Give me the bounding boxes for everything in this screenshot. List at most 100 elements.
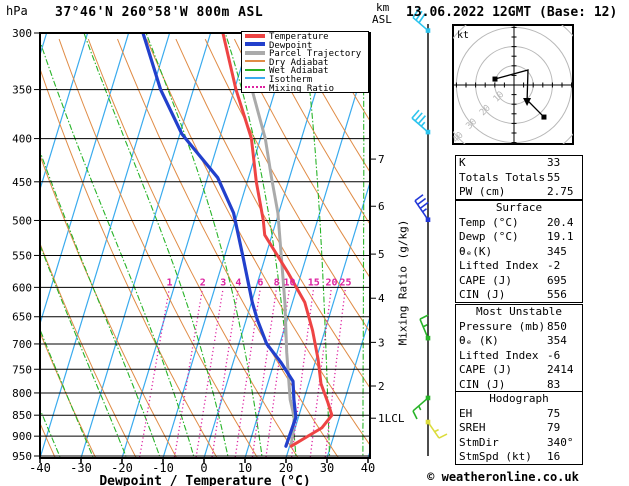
stat-label: StmSpd (kt) [459,450,532,463]
stat-value: 850 [547,319,567,333]
pressure-tick-label: 400 [12,133,32,146]
mixing-ratio-line [211,289,239,458]
altitude-tick-label: 2 [378,380,385,393]
isotherm-line [121,33,253,458]
plot-background-lines [0,33,370,475]
pressure-tick-label: 750 [12,363,32,376]
wet-adiabat-line [40,243,128,458]
stat-row: CAPE (J) 2414 [456,363,582,378]
dry-adiabat-line [175,38,370,389]
stat-value: -2 [547,259,561,272]
legend-label: Parcel Trajectory [269,49,362,60]
stat-value: 19.1 [547,230,574,243]
dry-adiabat-line [233,38,370,279]
stat-value: 33 [547,156,561,169]
dry-adiabat-line [204,38,370,333]
stat-row: θₑ (K) 354 [456,334,582,349]
temperature-tick-label: 40 [361,461,375,475]
mixing-ratio-value: 2 [200,277,206,288]
stat-row: StmSpd (kt) 16 [456,450,582,465]
wet-adiabat-line [40,150,161,458]
pressure-tick-label: 300 [12,27,32,40]
temperature-tick-label: -30 [70,461,92,475]
wet-adiabat-line [0,33,2,475]
mixing-ratio-axis-label: Mixing Ratio (g/kg) [396,219,410,346]
stat-row: Dewp (°C) 19.1 [456,230,582,245]
legend-label: Dry Adiabat [269,57,329,68]
stat-value: 16 [547,450,561,463]
table-section-title: Most Unstable [475,305,563,318]
altitude-axis-unit: km ASL [372,2,392,26]
stat-label: θₑ(K) [459,244,493,258]
mixing-ratio-value: 6 [257,277,263,288]
stat-value: 340° [547,435,574,449]
legend-item: Dewpoint [245,40,368,51]
pressure-tick-label: 700 [12,338,32,351]
dry-adiabat-line [58,38,259,458]
mixing-ratio-line [138,289,170,458]
dry-adiabat-line [263,38,370,226]
stat-value: 345 [547,244,567,258]
isotherm-line [40,33,171,458]
hodograph-unit-label: kt [457,30,469,41]
pressure-tick-label: 950 [12,450,32,463]
isotherm-line [244,46,370,458]
isotherm-line [40,33,89,192]
stat-value: 556 [547,288,567,301]
wind-barb [412,395,431,420]
stat-row: θₑ(K) 345 [456,245,582,260]
pressure-gridlines: 300 350 400 450 500 550 600 650 700 750 800 850 900 9… [12,27,370,463]
mixing-ratio-value: 15 [308,277,320,288]
legend-label: Temperature [269,32,329,42]
stat-row: Temp (°C) 20.4 [456,216,582,231]
legend-swatch-dewpoint [245,42,265,47]
legend-swatch-isotherm [245,77,265,80]
dry-adiabat-line [40,154,178,458]
mixing-ratio-line [234,289,261,458]
wind-barb [412,8,431,33]
stat-value: 2.75 [547,185,574,198]
stat-value: -6 [547,348,561,362]
pressure-tick-label: 850 [12,409,32,422]
isotherm-line [203,33,335,458]
stat-label: CAPE (J) [459,363,512,376]
altitude-tick-label: 3 [378,336,385,349]
temperature-tick-label: -10 [152,461,174,475]
stat-label: SREH [459,421,486,434]
wind-barb [411,109,431,135]
legend-item: Wet Adiabat [245,67,368,76]
stat-label: CIN (J) [459,377,506,391]
mixing-ratio-value: 4 [235,277,241,288]
sounding-curves [141,33,334,448]
pressure-tick-label: 600 [12,281,32,294]
stat-row: SREH 79 [456,421,582,436]
pressure-axis-unit: hPa [6,4,28,18]
stat-value: 83 [547,377,561,391]
legend-swatch-parcel [245,50,265,55]
stat-value: 20.4 [547,215,574,229]
stat-label: θₑ (K) [459,334,499,347]
asl-label: ASL [372,13,392,26]
altitude-tick-label: 1LCL [378,412,405,425]
dry-adiabat-line [87,38,299,458]
mixing-ratio-line [173,289,204,458]
pressure-tick-label: 350 [12,84,32,97]
stat-label: EH [459,406,473,420]
page-title: 37°46'N 260°58'W 800m ASL [55,5,264,20]
hodograph-point-marker [492,76,498,82]
hodograph-point-marker [541,114,547,120]
stat-label: Lifted Index [459,259,539,272]
legend-label: Dewpoint [269,40,313,51]
wet-adiabat-line [224,33,297,458]
mixing-ratio-labels: 1 2 3 4 6 8 10 15 20 25 [167,277,352,288]
legend-item: Isotherm [245,75,368,85]
isotherm-line [162,33,294,458]
legend-swatch-temperature [245,33,265,38]
mixing-ratio-value: 25 [339,277,351,288]
mixing-ratio-line [309,289,332,458]
most-unstable-table: Most Unstable Pressure (mb) 850 θₑ (K) 354 Li… [455,304,583,392]
stat-value: 75 [547,406,561,420]
stat-label: Temp (°C) [459,215,519,229]
wind-barb [425,419,448,439]
